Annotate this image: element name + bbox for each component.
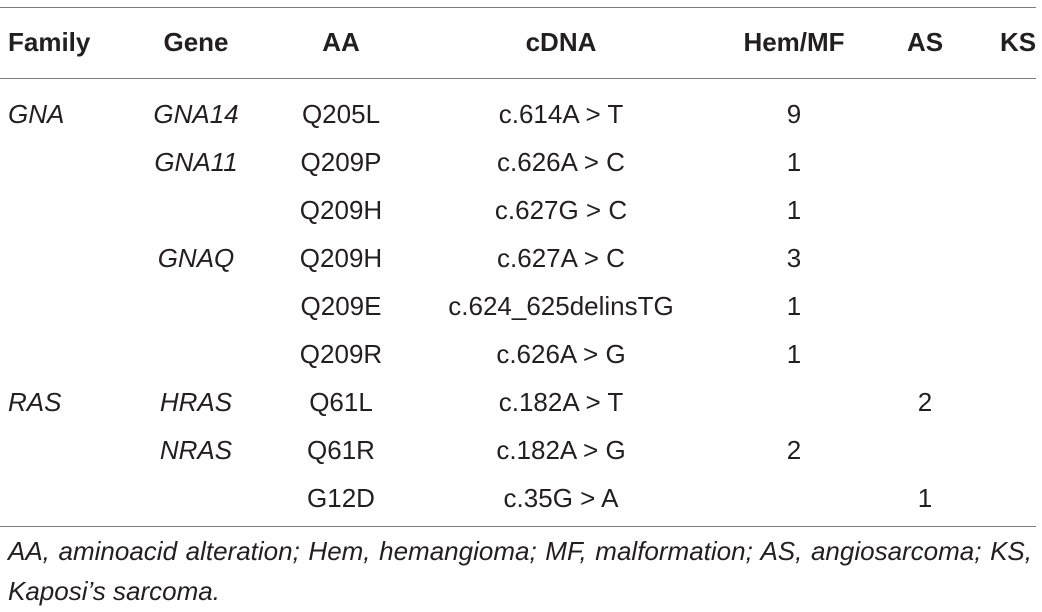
table-top-rule <box>0 7 1036 8</box>
cell-as: 1 <box>917 483 933 513</box>
cell-hem-mf: 2 <box>786 435 802 465</box>
cell-as: 2 <box>917 387 933 417</box>
table-header-rule <box>0 78 1036 79</box>
cell-gene: GNA14 <box>153 99 239 129</box>
cell-gene: HRAS <box>159 387 233 417</box>
table-footnote: AA, aminoacid alteration; Hem, hemangiom… <box>8 536 1032 606</box>
cell-aa: Q209H <box>299 243 383 273</box>
cell-hem-mf: 9 <box>786 99 802 129</box>
cell-hem-mf: 3 <box>786 243 802 273</box>
cell-aa: Q209E <box>300 291 382 321</box>
header-ks: KS <box>999 27 1037 57</box>
cell-aa: Q61R <box>307 435 375 465</box>
cell-aa: Q61L <box>309 387 373 417</box>
cell-cdna: c.624_625delinsTG <box>448 291 674 321</box>
cell-cdna: c.182A > T <box>498 387 624 417</box>
cell-cdna: c.35G > A <box>503 483 619 513</box>
cell-cdna: c.627A > C <box>497 243 625 273</box>
cell-aa: G12D <box>307 483 375 513</box>
cell-hem-mf: 1 <box>786 195 802 225</box>
header-aa: AA <box>322 27 360 57</box>
header-gene: Gene <box>163 27 229 57</box>
header-hem-mf: Hem/MF <box>743 27 845 57</box>
cell-aa: Q205L <box>301 99 381 129</box>
table-bottom-rule <box>0 526 1036 527</box>
cell-gene: NRAS <box>159 435 233 465</box>
cell-hem-mf: 1 <box>786 339 802 369</box>
cell-aa: Q209H <box>299 195 383 225</box>
cell-cdna: c.614A > T <box>498 99 624 129</box>
cell-family: GNA <box>8 99 65 129</box>
cell-aa: Q209R <box>299 339 383 369</box>
cell-hem-mf: 1 <box>786 147 802 177</box>
cell-cdna: c.627G > C <box>494 195 628 225</box>
header-family: Family <box>8 27 91 57</box>
cell-cdna: c.182A > G <box>496 435 626 465</box>
cell-cdna: c.626A > G <box>496 339 626 369</box>
cell-cdna: c.626A > C <box>497 147 625 177</box>
cell-aa: Q209P <box>300 147 382 177</box>
header-cdna: cDNA <box>525 27 597 57</box>
cell-hem-mf: 1 <box>786 291 802 321</box>
cell-family: RAS <box>8 387 62 417</box>
cell-gene: GNAQ <box>157 243 235 273</box>
cell-gene: GNA11 <box>154 147 238 177</box>
header-as: AS <box>906 27 944 57</box>
